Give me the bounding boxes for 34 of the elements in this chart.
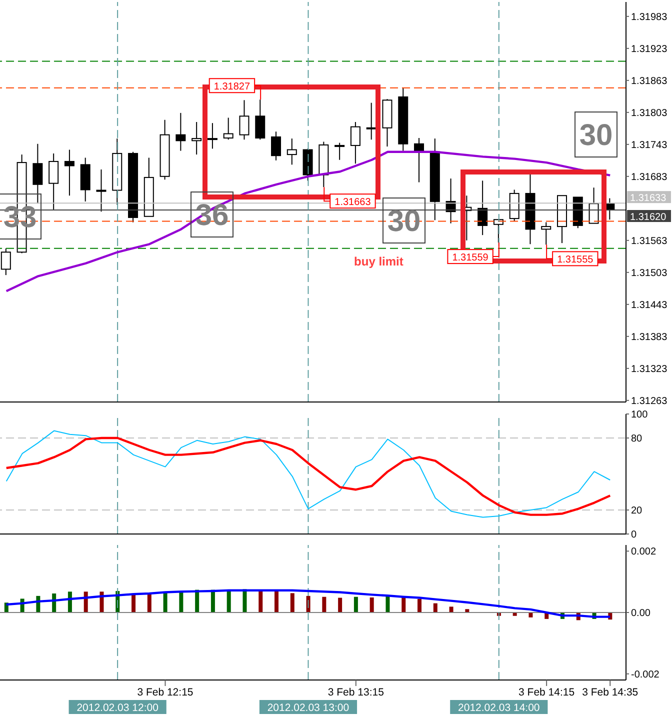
y-tick-label: 0.00 xyxy=(631,608,651,620)
ref-line-label: 1.31620 xyxy=(630,212,667,223)
y-tick-label: 1.31443 xyxy=(631,300,668,311)
y-tick-label: -0.002 xyxy=(631,669,660,680)
annotation: 1.31663 xyxy=(334,197,372,208)
ref-line-label: 2012.02.03 12:00 xyxy=(76,702,159,714)
y-tick-label: 80 xyxy=(631,434,643,445)
annotation: 1.31559 xyxy=(452,252,489,264)
y-tick-label: 1.31263 xyxy=(631,396,668,407)
y-tick-label: 1.31683 xyxy=(631,172,668,183)
x-tick-label: 3 Feb 12:15 xyxy=(137,686,194,698)
ref-line-label: buy limit xyxy=(354,254,404,268)
y-tick-label: 1.31863 xyxy=(631,76,668,87)
ref-line-label: 1.31633 xyxy=(630,193,667,204)
ref-line-label: 2012.02.03 14:00 xyxy=(458,702,540,714)
ref-line-label: 2012.02.03 13:00 xyxy=(267,702,350,714)
y-tick-label: 1.31743 xyxy=(631,140,668,151)
y-tick-label: 1.31503 xyxy=(631,268,668,279)
annotation: 1.31555 xyxy=(557,254,594,266)
y-tick-label: 0.002 xyxy=(631,546,656,558)
y-tick-label: 1.31803 xyxy=(631,108,668,119)
y-tick-label: 100 xyxy=(631,410,648,421)
y-tick-label: 1.31323 xyxy=(631,364,668,375)
x-tick-label: 3 Feb 14:15 xyxy=(518,686,575,698)
y-tick-label: 1.31923 xyxy=(631,44,668,55)
y-tick-label: 0 xyxy=(631,530,637,541)
y-tick-label: 20 xyxy=(631,506,643,517)
y-tick-label: 1.31383 xyxy=(631,332,668,343)
x-tick-label: 3 Feb 14:35 xyxy=(582,686,638,698)
x-tick-label: 3 Feb 13:15 xyxy=(328,686,384,698)
annotation: 30 xyxy=(579,119,613,152)
y-tick-label: 1.31563 xyxy=(631,236,668,247)
y-tick-label: 1.31983 xyxy=(631,12,668,23)
annotation: 1.31827 xyxy=(214,82,250,93)
